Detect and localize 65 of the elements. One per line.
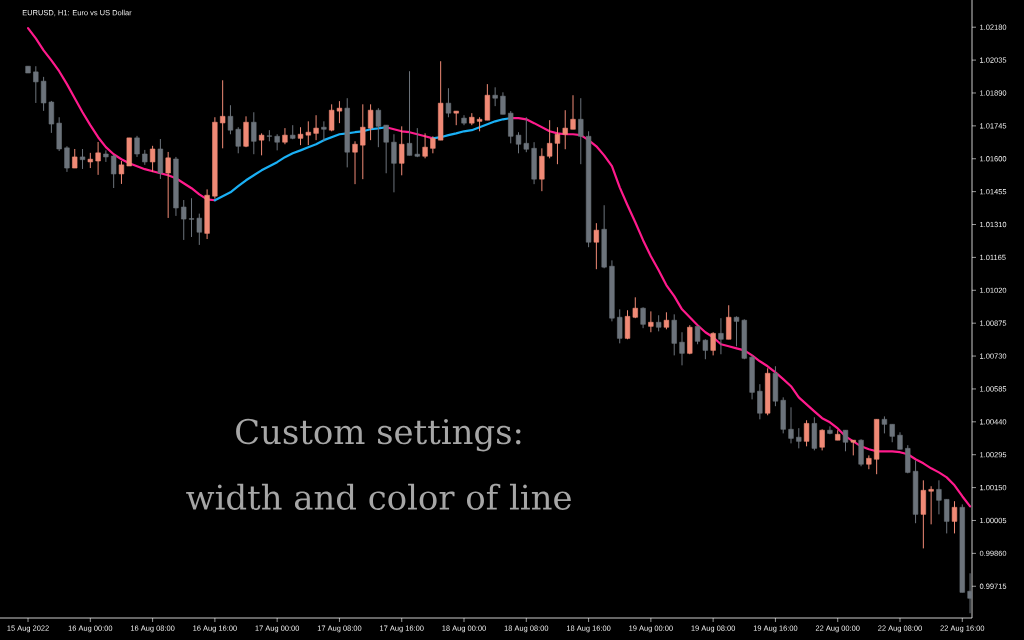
candlestick	[819, 428, 825, 451]
candlestick	[679, 331, 685, 366]
candlestick	[671, 313, 677, 356]
candlestick	[944, 498, 950, 534]
candlestick	[181, 199, 187, 241]
candlestick	[570, 94, 576, 130]
candlestick	[928, 485, 934, 525]
candlestick	[842, 429, 849, 452]
candlestick	[383, 124, 389, 174]
candlestick	[33, 65, 39, 104]
candlestick	[733, 315, 740, 347]
candlestick	[118, 160, 125, 185]
candlestick	[235, 126, 241, 154]
candlestick	[578, 97, 584, 165]
candlestick	[352, 140, 358, 185]
candlestick	[788, 406, 794, 444]
candlestick	[321, 120, 327, 142]
candlestick	[803, 419, 810, 447]
candlestick	[422, 132, 428, 159]
candlestick	[726, 304, 732, 340]
candlestick	[951, 500, 958, 534]
candlestick	[936, 479, 942, 515]
candlestick	[375, 107, 382, 148]
candlestick	[492, 86, 498, 107]
candlestick	[79, 148, 86, 170]
candlestick	[72, 148, 78, 169]
candlestick	[539, 147, 545, 192]
candlestick	[757, 383, 763, 420]
candlestick	[827, 425, 833, 435]
candlestick	[282, 127, 288, 145]
candlestick	[718, 317, 724, 355]
candlestick	[103, 149, 109, 163]
candlestick	[648, 310, 654, 333]
annotation: Custom settings:	[236, 418, 521, 452]
candlestick	[258, 132, 265, 156]
annotation: width and color of line	[186, 483, 571, 510]
candlestick	[515, 131, 522, 154]
candlestick	[796, 427, 802, 449]
candlestick	[165, 151, 171, 219]
candlestick	[866, 454, 872, 470]
candlestick	[149, 145, 156, 173]
candlestick	[251, 111, 257, 155]
candlestick	[414, 127, 420, 158]
candlestick	[111, 154, 117, 189]
candlestick	[360, 103, 366, 180]
candlestick	[500, 91, 506, 115]
candlestick	[399, 125, 405, 176]
candlestick	[367, 103, 374, 141]
candlestick	[710, 331, 716, 356]
candlestick	[134, 135, 140, 158]
candlestick	[617, 308, 623, 344]
candlestick	[64, 145, 70, 173]
candlestick	[95, 141, 101, 176]
candlestick	[220, 79, 226, 149]
candlestick	[227, 104, 234, 135]
candlestick	[640, 306, 646, 329]
candlestick	[445, 87, 452, 118]
candlestick	[624, 309, 631, 340]
candlestick	[391, 133, 397, 193]
candlestick	[593, 222, 599, 270]
candlestick	[406, 70, 413, 156]
candlestick	[562, 109, 568, 150]
candlestick	[508, 110, 514, 144]
candlestick	[523, 116, 529, 153]
candlestick	[313, 114, 319, 141]
